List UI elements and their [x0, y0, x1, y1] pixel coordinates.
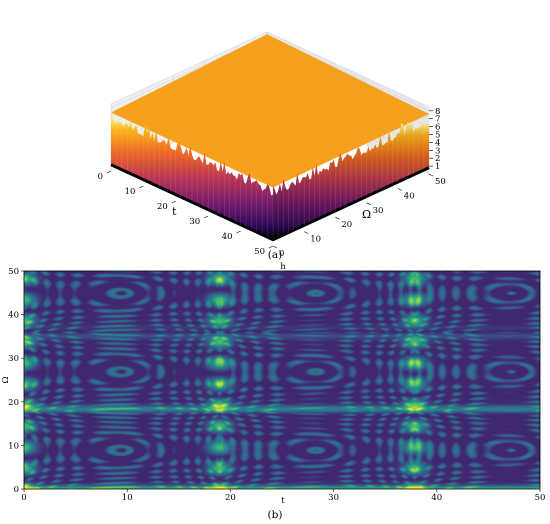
y-tick-label: 0 — [14, 485, 19, 495]
heatmap-title: h — [280, 262, 286, 272]
panel-b-caption: (b) — [268, 509, 283, 521]
omega-tick-label: 10 — [310, 235, 321, 245]
omega-tick — [304, 231, 309, 234]
y-tick-label: 20 — [8, 398, 19, 408]
z-tick-label: 8 — [435, 107, 440, 117]
omega-tick-label: 50 — [435, 177, 446, 187]
omega-axis-label: Ω — [362, 208, 371, 221]
x-tick-label: 40 — [431, 493, 442, 503]
omega-tick — [366, 202, 371, 206]
surface-front-face-omega — [273, 121, 429, 240]
omega-tick-label: 30 — [373, 206, 384, 216]
omega-tick — [335, 216, 340, 220]
heatmap-ylabel: Ω — [1, 376, 11, 383]
surface-front-face-t — [111, 114, 273, 240]
t-tick-label: 10 — [125, 187, 136, 197]
omega-tick-label: 40 — [404, 191, 415, 201]
heatmap-frame — [23, 270, 541, 490]
z-tick-label: 7 — [435, 115, 440, 125]
z-tick-label: 4 — [435, 138, 440, 148]
z-tick-label: 6 — [435, 123, 440, 133]
t-tick — [139, 185, 144, 189]
panel-a-caption: (a) — [268, 249, 282, 261]
y-tick-label: 30 — [8, 354, 19, 364]
omega-tick-label: 20 — [341, 220, 352, 230]
t-tick — [106, 170, 112, 174]
surface — [110, 34, 430, 242]
x-tick-label: 10 — [122, 493, 133, 503]
t-tick — [204, 215, 209, 219]
t-tick-label: 50 — [254, 247, 265, 257]
z-tick-label: 1 — [435, 162, 440, 172]
t-tick-label: 30 — [189, 217, 200, 227]
t-tick — [236, 230, 241, 234]
y-tick-label: 50 — [8, 267, 19, 277]
y-tick-label: 40 — [8, 311, 19, 321]
t-tick-label: 20 — [157, 202, 168, 212]
x-tick-label: 0 — [21, 493, 26, 503]
t-tick — [268, 245, 274, 249]
x-tick-label: 50 — [535, 493, 546, 503]
heatmap-xlabel: t — [281, 496, 285, 506]
z-tick-label: 3 — [435, 146, 440, 156]
heatmap-axis-ticks: 0 10 20 30 40 50 0 10 20 30 40 50 — [8, 267, 545, 503]
x-tick-label: 20 — [225, 493, 236, 503]
heatmap-image — [24, 271, 540, 489]
omega-tick — [272, 245, 278, 249]
surface-base — [110, 163, 430, 242]
t-tick-label: 0 — [98, 172, 103, 182]
omega-tick — [428, 173, 434, 177]
t-tick-label: 40 — [222, 232, 233, 242]
heatmap-panel: h 0 10 20 30 40 50 0 10 20 30 40 50 t Ω (b) — [1, 262, 545, 521]
z-tick-label: 5 — [435, 131, 440, 141]
t-tick — [171, 200, 176, 204]
z-tick-label: 2 — [435, 154, 440, 164]
t-axis-label: t — [172, 205, 177, 218]
y-tick-label: 10 — [8, 441, 19, 451]
omega-tick — [397, 188, 402, 191]
x-tick-label: 30 — [328, 493, 339, 503]
omega-tick-label: 0 — [279, 249, 284, 259]
